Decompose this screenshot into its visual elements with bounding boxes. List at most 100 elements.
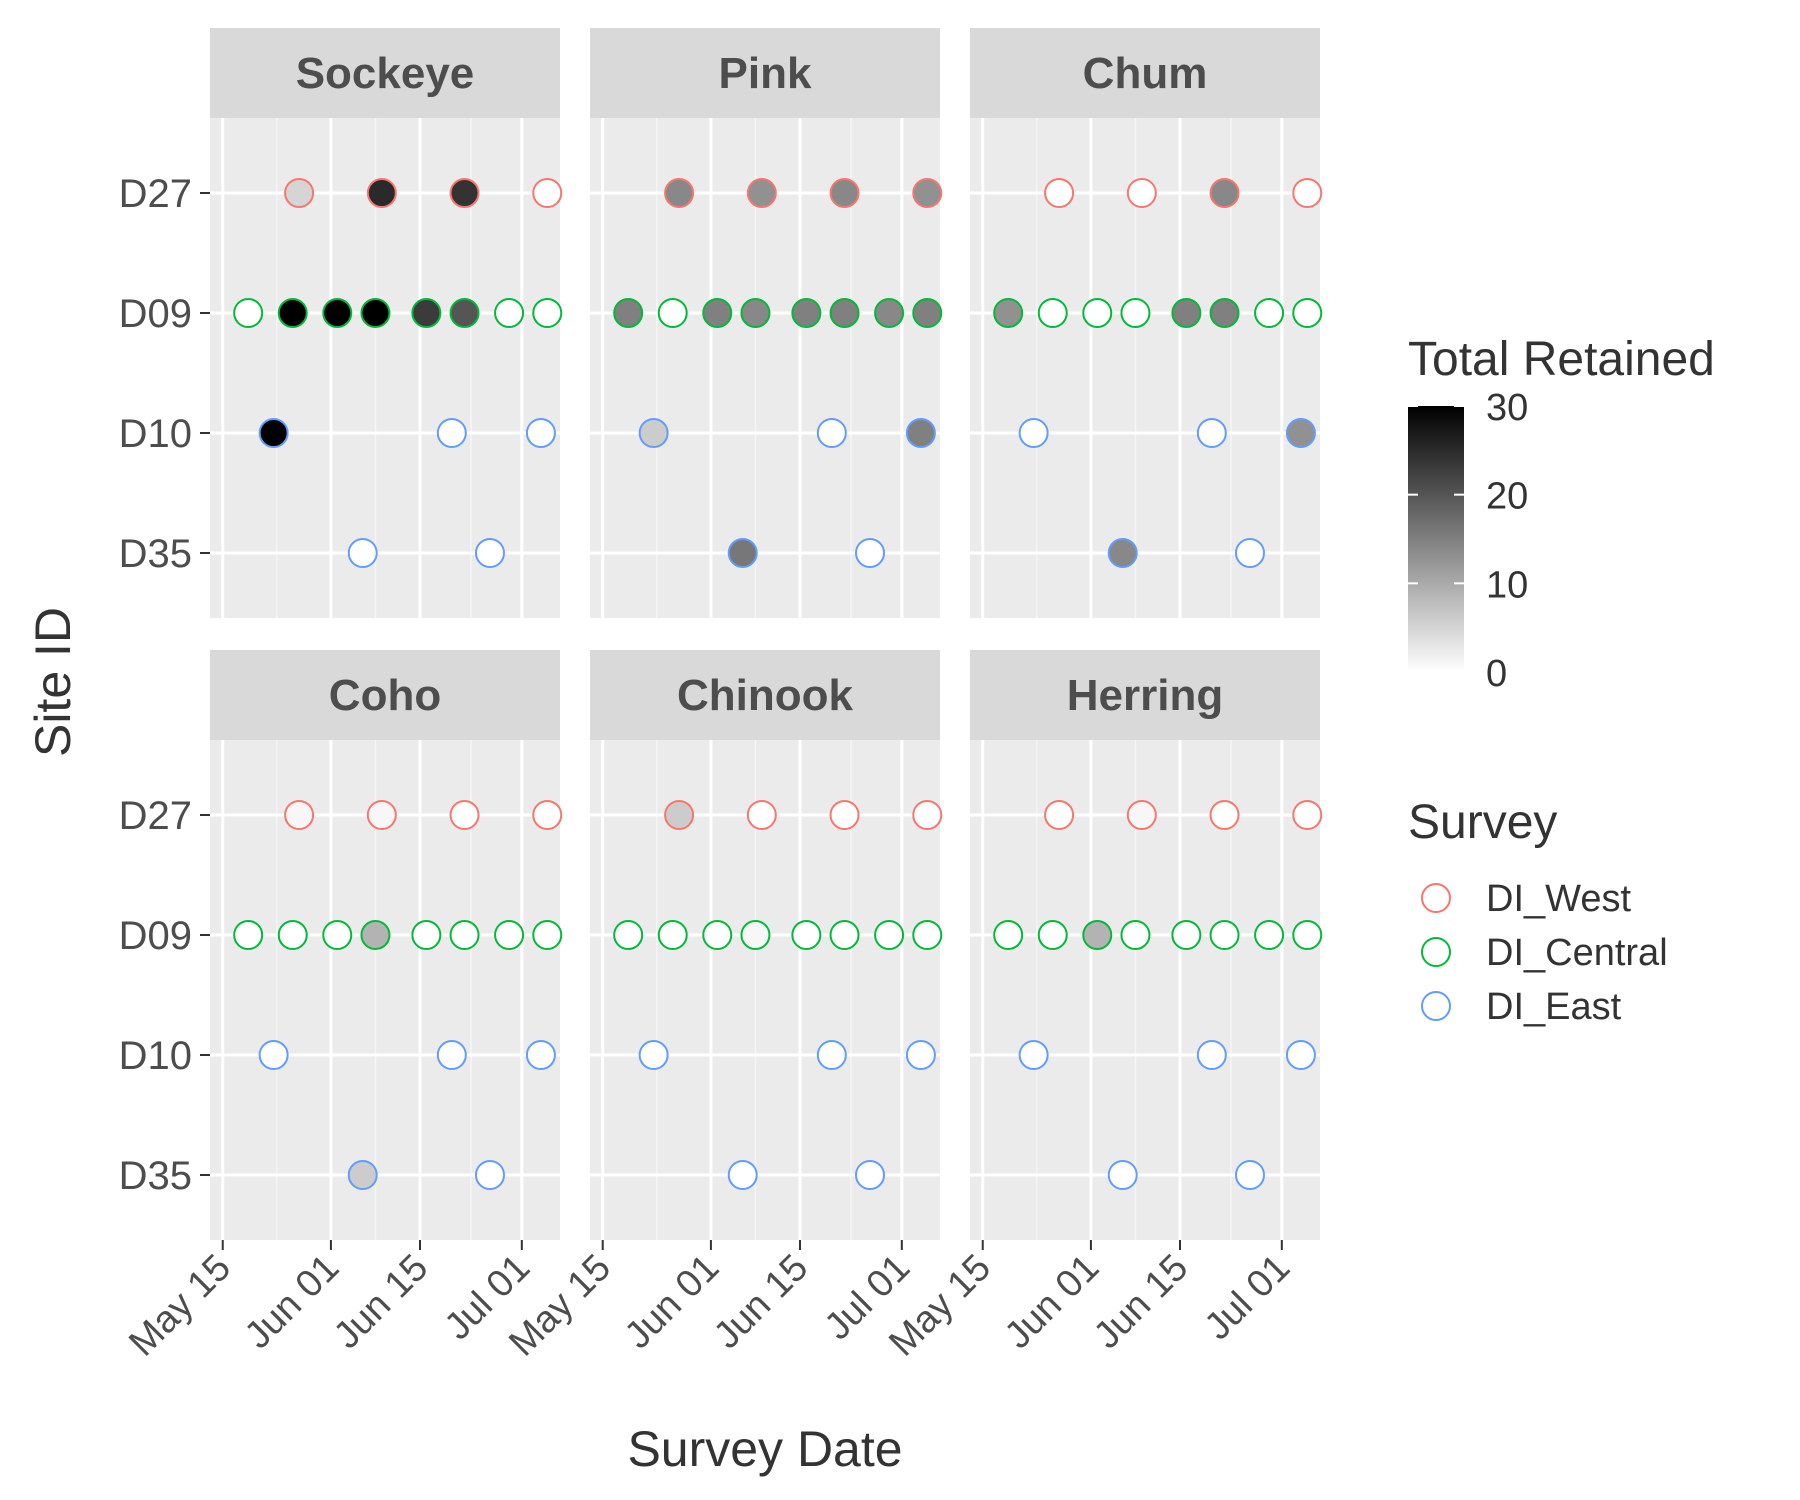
data-point <box>664 800 695 830</box>
data-point <box>613 298 644 328</box>
data-point <box>1044 178 1075 208</box>
data-point <box>233 298 264 328</box>
data-point <box>993 298 1024 328</box>
facet-strip <box>970 28 1320 118</box>
data-point <box>1285 418 1316 448</box>
data-point <box>855 538 885 568</box>
legend-label: DI_East <box>1486 986 1622 1028</box>
data-point <box>258 418 289 448</box>
data-point <box>449 800 480 830</box>
data-point <box>1292 178 1323 208</box>
x-tick-label: Jul 01 <box>1197 1247 1298 1348</box>
data-point <box>532 178 563 208</box>
data-point <box>1235 1160 1265 1190</box>
facet-strip-title: Sockeye <box>296 49 475 98</box>
legend-key <box>1421 991 1451 1021</box>
data-point <box>436 418 467 448</box>
data-point <box>449 178 480 208</box>
data-point <box>702 920 733 950</box>
data-point <box>347 1160 378 1190</box>
axis-titles: Survey Date Site ID <box>25 607 903 1477</box>
data-point <box>727 538 758 568</box>
data-point <box>525 418 556 448</box>
colorbar-tick-label: 0 <box>1486 653 1507 695</box>
legend-key <box>1421 883 1451 913</box>
data-point <box>905 1040 936 1070</box>
data-point <box>411 298 442 328</box>
data-point <box>1044 800 1075 830</box>
data-point <box>912 178 943 208</box>
fill-legend-ticks: 0 10 20 30 <box>1408 387 1528 695</box>
data-point <box>1171 298 1202 328</box>
data-point <box>347 538 378 568</box>
data-point <box>740 298 771 328</box>
data-point <box>829 800 860 830</box>
facet-chum: Chum <box>970 28 1323 618</box>
data-point <box>912 920 943 950</box>
data-point <box>1107 538 1138 568</box>
facet-strip-title: Herring <box>1067 671 1223 720</box>
data-point <box>366 178 397 208</box>
legend-label: DI_Central <box>1486 932 1668 974</box>
facet-strip-title: Chum <box>1083 49 1208 98</box>
y-tick-label: D09 <box>119 914 192 958</box>
facet-strip-title: Chinook <box>677 671 854 720</box>
y-tick-label: D27 <box>119 794 192 838</box>
data-point <box>746 178 777 208</box>
data-point <box>1285 1040 1316 1070</box>
data-point <box>874 298 905 328</box>
legend-entry-di-west: DI_West <box>1421 878 1631 920</box>
data-point <box>494 920 525 950</box>
data-point <box>638 1040 669 1070</box>
data-point <box>791 298 822 328</box>
data-point <box>1209 178 1240 208</box>
data-point <box>613 920 644 950</box>
data-point <box>436 1040 467 1070</box>
data-point <box>284 800 315 830</box>
data-point <box>829 298 860 328</box>
data-point <box>1037 298 1068 328</box>
color-legend: Survey DI_West DI_Central DI_East <box>1408 796 1668 1028</box>
data-point <box>366 800 397 830</box>
data-point <box>1037 920 1068 950</box>
data-point <box>1209 298 1240 328</box>
colorbar-tick-label: 30 <box>1486 387 1528 429</box>
y-tick-label: D35 <box>119 1154 192 1198</box>
x-tick-label: Jun 15 <box>326 1247 436 1357</box>
facet-strip-title: Pink <box>719 49 812 98</box>
facet-strip <box>210 650 560 740</box>
fill-legend-title: Total Retained <box>1408 333 1715 386</box>
data-point <box>1254 298 1285 328</box>
data-point <box>360 920 391 950</box>
data-point <box>1018 418 1049 448</box>
data-point <box>494 298 525 328</box>
data-point <box>1292 920 1323 950</box>
data-point <box>525 1040 556 1070</box>
facet-strip <box>970 650 1320 740</box>
data-point <box>277 298 308 328</box>
data-point <box>905 418 936 448</box>
color-legend-title: Survey <box>1408 796 1557 849</box>
data-point <box>1209 800 1240 830</box>
fill-legend: Total Retained 0 10 20 30 <box>1408 333 1715 695</box>
facet-strip <box>210 28 560 118</box>
legend-key <box>1421 937 1451 967</box>
y-tick-label: D35 <box>119 532 192 576</box>
facet-strip <box>590 28 940 118</box>
x-tick-label: Jun 01 <box>237 1247 347 1357</box>
data-point <box>1254 920 1285 950</box>
legend-label: DI_West <box>1486 878 1631 920</box>
data-point <box>1120 298 1151 328</box>
data-point <box>1107 1160 1138 1190</box>
data-point <box>855 1160 885 1190</box>
data-point <box>638 418 669 448</box>
data-point <box>532 920 563 950</box>
colorbar-tick-label: 10 <box>1486 564 1528 606</box>
data-point <box>532 298 563 328</box>
data-point <box>277 920 308 950</box>
data-point <box>816 1040 847 1070</box>
